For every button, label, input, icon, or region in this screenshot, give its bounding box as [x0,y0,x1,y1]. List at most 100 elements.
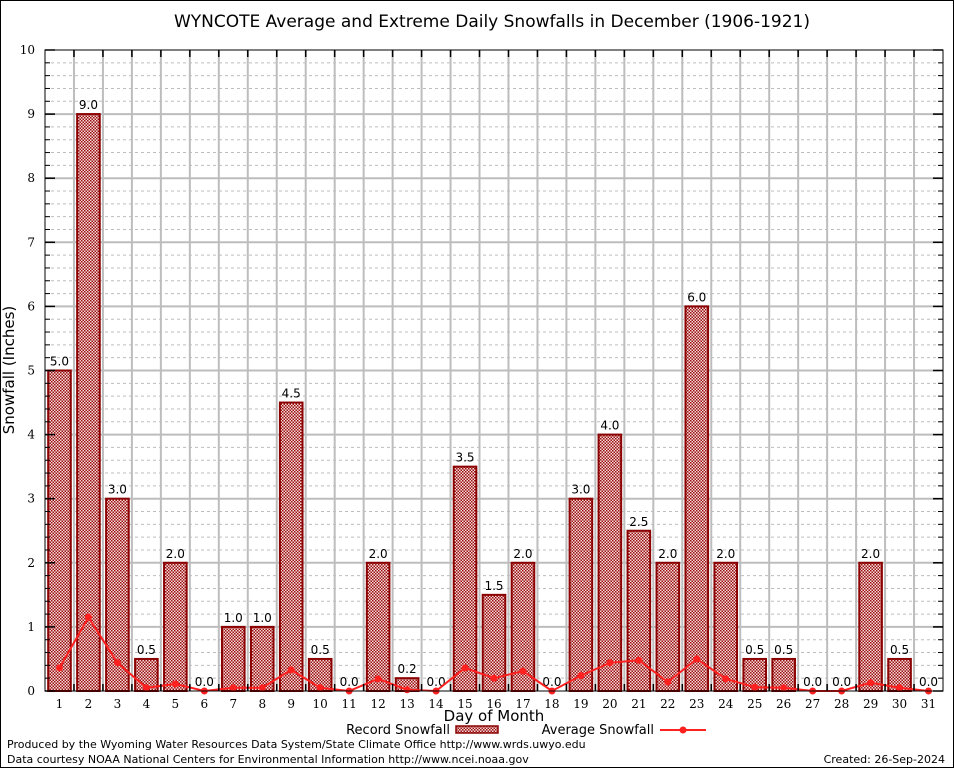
bar-value-label: 0.0 [919,675,938,689]
x-tick-label: 27 [805,697,820,711]
bar-value-label: 3.0 [571,483,590,497]
bar-value-labels: 5.0 9.0 3.0 0.5 2.0 0.0 1.0 1.0 4.5 0.5 0.0 2.0 0.2 0… [50,98,938,689]
y-tick-label: 3 [27,492,35,506]
y-tick-label: 6 [27,299,35,313]
average-point [316,684,324,692]
x-tick-label: 19 [573,697,588,711]
record-bars [47,113,912,693]
average-point [142,684,150,692]
legend-average-label: Average Snowfall [542,723,654,738]
average-point [287,666,295,674]
bar-value-label: 0.5 [890,643,909,657]
axis-ticks [45,49,943,692]
x-tick-label: 12 [370,697,385,711]
x-tick-label: 28 [834,697,849,711]
bar-value-label: 9.0 [79,98,98,112]
record-bar [452,465,478,692]
legend-average-marker [679,726,687,734]
average-point [113,659,121,667]
x-tick-label: 20 [602,697,617,711]
x-tick-label: 13 [399,697,414,711]
footer-data-courtesy: Data courtesy NOAA National Centers for … [7,753,529,766]
y-tick-label: 9 [27,107,35,121]
x-tick-labels: 1 2 3 4 5 6 7 8 9 10 11 12 13 14 15 16 17 18 19 20 21 22 23 24 2… [56,697,936,711]
average-point [55,664,63,672]
y-tick-label: 8 [27,171,35,185]
x-tick-label: 5 [172,697,180,711]
average-point [229,684,237,692]
average-point [171,680,179,688]
average-point [374,675,382,683]
average-point [577,672,585,680]
record-bar [597,433,623,692]
bar-value-label: 6.0 [687,290,706,304]
legend: Record Snowfall Average Snowfall [346,723,706,738]
average-point [490,674,498,682]
record-bar [858,561,883,692]
average-point [606,659,614,667]
x-tick-label: 18 [544,697,559,711]
bar-value-label: 3.5 [455,451,474,465]
legend-record-swatch [455,725,499,734]
bar-value-label: 2.0 [513,547,532,561]
x-tick-label: 10 [313,697,328,711]
average-point [84,613,92,621]
bar-value-label: 4.5 [282,387,301,401]
record-bar [655,561,681,692]
average-point [722,675,730,683]
major-gridlines [45,50,943,691]
average-point [867,679,875,687]
record-bar [220,625,246,693]
y-tick-label: 4 [27,428,35,442]
x-axis-label: Day of Month [444,707,545,725]
x-tick-label: 2 [85,697,93,711]
record-bar [249,625,275,693]
record-bar [163,561,188,692]
y-tick-label: 10 [20,43,35,57]
legend-record-label: Record Snowfall [346,723,450,738]
x-tick-label: 3 [114,697,122,711]
bar-value-label: 2.5 [629,515,648,529]
x-tick-label: 25 [747,697,762,711]
average-point [519,667,527,675]
x-tick-label: 24 [718,697,734,711]
record-bar [713,561,739,692]
y-tick-label: 5 [27,364,35,378]
x-tick-label: 11 [342,697,357,711]
x-tick-label: 9 [287,697,295,711]
bar-value-label: 5.0 [50,355,69,369]
bar-value-label: 0.5 [774,643,793,657]
bar-value-label: 0.5 [311,643,330,657]
x-tick-label: 4 [143,697,151,711]
bar-value-label: 2.0 [716,547,735,561]
average-point [664,678,672,686]
chart-title: WYNCOTE Average and Extreme Daily Snowfa… [174,12,810,32]
x-tick-label: 29 [863,697,878,711]
bar-value-label: 0.5 [745,643,764,657]
x-tick-label: 26 [776,697,791,711]
record-bar [47,369,72,692]
x-tick-label: 21 [631,697,646,711]
x-tick-label: 14 [428,697,444,711]
x-tick-label: 6 [201,697,209,711]
bar-value-label: 1.0 [253,611,272,625]
y-tick-label: 1 [27,620,35,634]
y-tick-label: 2 [27,556,35,570]
footer-created: Created: 26-Sep-2024 [824,753,945,766]
x-tick-label: 30 [892,697,907,711]
average-point [751,683,759,691]
x-tick-label: 8 [258,697,266,711]
bar-value-label: 2.0 [369,547,388,561]
bar-value-label: 1.0 [224,611,243,625]
record-bar [76,113,101,693]
x-tick-label: 17 [515,697,530,711]
record-bar [568,497,594,693]
average-point [258,684,266,692]
record-bar [684,305,710,692]
average-point [635,656,643,664]
x-tick-label: 31 [921,697,936,711]
bar-value-label: 2.0 [658,547,677,561]
bar-value-label: 2.0 [861,547,880,561]
record-bar [278,401,304,692]
bar-value-label: 0.0 [832,675,851,689]
